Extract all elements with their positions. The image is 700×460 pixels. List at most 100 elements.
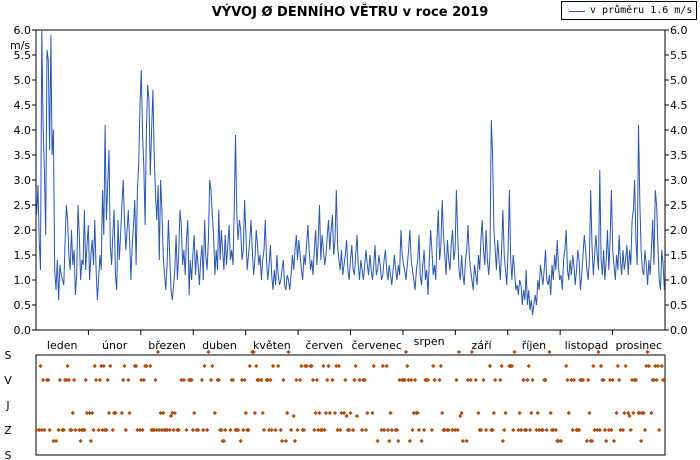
direction-marker bbox=[654, 377, 659, 383]
direction-marker bbox=[314, 377, 320, 383]
direction-marker bbox=[339, 410, 344, 416]
direction-marker bbox=[110, 427, 115, 433]
direction-marker bbox=[536, 427, 542, 433]
direction-marker bbox=[527, 427, 533, 433]
direction-marker bbox=[622, 410, 627, 416]
direction-marker bbox=[313, 410, 318, 416]
direction-marker bbox=[405, 363, 410, 369]
direction-marker bbox=[359, 427, 365, 433]
direction-marker bbox=[205, 427, 210, 433]
direction-marker bbox=[256, 377, 261, 383]
direction-marker bbox=[70, 410, 75, 416]
direction-marker bbox=[370, 410, 375, 416]
direction-marker bbox=[39, 427, 44, 433]
direction-marker bbox=[464, 438, 469, 444]
direction-marker bbox=[609, 427, 614, 433]
direction-marker bbox=[589, 438, 595, 444]
direction-marker bbox=[260, 410, 265, 416]
direction-marker bbox=[419, 438, 424, 444]
direction-marker bbox=[77, 427, 82, 433]
direction-marker bbox=[353, 363, 358, 369]
direction-marker bbox=[651, 377, 657, 383]
y-tick-label-right: 5.0 bbox=[670, 74, 688, 87]
direction-marker bbox=[139, 377, 144, 383]
direction-marker bbox=[587, 410, 592, 416]
direction-frame bbox=[35, 354, 666, 456]
direction-marker bbox=[100, 427, 105, 433]
direction-marker bbox=[387, 438, 392, 444]
direction-marker bbox=[493, 377, 498, 383]
direction-marker bbox=[618, 427, 623, 433]
y-tick-label-left: 2.5 bbox=[14, 199, 32, 212]
wind-speed-line bbox=[36, 29, 665, 316]
y-tick-label-right: 0.5 bbox=[670, 299, 688, 312]
direction-marker bbox=[276, 363, 281, 369]
direction-marker bbox=[429, 427, 434, 433]
month-label: duben bbox=[202, 339, 237, 352]
direction-marker bbox=[397, 377, 402, 383]
direction-marker bbox=[278, 427, 283, 433]
direction-marker bbox=[161, 410, 166, 416]
plot-frame bbox=[35, 29, 666, 331]
direction-marker bbox=[267, 427, 272, 433]
direction-marker bbox=[357, 377, 362, 383]
month-label: červenec bbox=[352, 339, 402, 352]
direction-marker bbox=[543, 377, 548, 383]
direction-marker bbox=[540, 427, 546, 433]
direction-marker bbox=[644, 363, 649, 369]
direction-marker bbox=[525, 377, 530, 383]
direction-marker bbox=[133, 363, 139, 369]
direction-marker bbox=[403, 349, 409, 355]
direction-marker bbox=[518, 427, 524, 433]
direction-marker bbox=[90, 410, 95, 416]
direction-marker bbox=[53, 438, 59, 444]
direction-marker bbox=[122, 363, 127, 369]
direction-marker bbox=[104, 427, 109, 433]
direction-marker bbox=[321, 363, 326, 369]
direction-marker bbox=[179, 377, 184, 383]
direction-marker bbox=[344, 413, 349, 419]
direction-marker bbox=[105, 377, 110, 383]
direction-marker bbox=[283, 438, 289, 444]
direction-marker bbox=[365, 410, 370, 416]
direction-marker bbox=[509, 363, 515, 369]
y-tick-label-left: 3.5 bbox=[14, 149, 32, 162]
direction-marker bbox=[406, 377, 411, 383]
direction-marker bbox=[627, 413, 632, 419]
direction-marker bbox=[155, 349, 161, 355]
direction-marker bbox=[157, 427, 162, 433]
direction-marker bbox=[591, 363, 596, 369]
direction-marker bbox=[99, 363, 104, 369]
direction-marker bbox=[247, 363, 252, 369]
direction-marker bbox=[601, 377, 606, 383]
direction-marker bbox=[452, 427, 458, 433]
month-label: leden bbox=[47, 339, 78, 352]
direction-marker bbox=[206, 349, 211, 355]
direction-marker bbox=[595, 427, 600, 433]
direction-marker bbox=[498, 377, 503, 383]
y-tick-label-left: 0.0 bbox=[14, 324, 32, 337]
direction-marker bbox=[286, 349, 291, 355]
direction-marker bbox=[576, 427, 582, 433]
direction-marker bbox=[208, 377, 214, 383]
direction-marker bbox=[604, 438, 609, 444]
direction-marker bbox=[108, 363, 113, 369]
direction-marker bbox=[610, 377, 615, 383]
direction-marker bbox=[181, 377, 187, 383]
direction-marker bbox=[119, 410, 125, 416]
direction-marker bbox=[316, 427, 321, 433]
y-tick-label-right: 3.5 bbox=[670, 149, 688, 162]
direction-marker bbox=[56, 427, 61, 433]
direction-marker bbox=[242, 377, 247, 383]
direction-marker bbox=[456, 349, 462, 355]
y-tick-label-left: 1.5 bbox=[14, 249, 32, 262]
direction-axis-label: S bbox=[5, 449, 12, 460]
direction-marker bbox=[335, 427, 340, 433]
direction-marker bbox=[323, 410, 329, 416]
direction-marker bbox=[615, 363, 620, 369]
direction-marker bbox=[202, 363, 207, 369]
direction-marker bbox=[642, 427, 648, 433]
direction-marker bbox=[195, 427, 201, 433]
direction-marker bbox=[384, 363, 389, 369]
direction-marker bbox=[547, 349, 552, 355]
